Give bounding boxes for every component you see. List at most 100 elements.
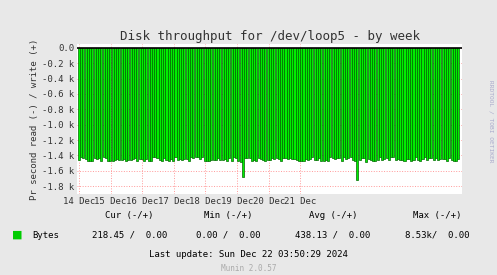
Bar [321,48,323,161]
Bar [102,48,105,157]
Bar [374,48,376,161]
Bar [419,48,421,161]
Bar [397,48,399,159]
Bar [167,48,170,161]
Bar [365,48,367,161]
Bar [347,48,349,158]
Bar [446,48,448,161]
Bar [247,48,248,158]
Bar [217,48,219,158]
Bar [125,48,127,161]
Bar [150,48,152,161]
Bar [323,48,325,161]
Bar [327,48,329,161]
Bar [192,48,194,158]
Bar [453,48,455,161]
Bar [179,48,181,159]
Bar [118,48,120,160]
Bar [273,48,275,159]
Bar [368,48,370,159]
Bar [442,48,444,159]
Bar [244,48,246,158]
Bar [316,48,318,160]
Bar [305,48,307,159]
Bar [340,48,342,161]
Bar [188,48,190,161]
Bar [307,48,309,160]
Bar [444,48,446,159]
Bar [312,48,314,157]
Bar [127,48,129,160]
Bar [401,48,403,160]
Bar [222,48,224,160]
Bar [275,48,277,158]
Bar [105,48,107,158]
Bar [354,48,356,161]
Bar [197,48,199,158]
Text: 218.45 /  0.00: 218.45 / 0.00 [91,231,167,240]
Bar [215,48,217,160]
Bar [291,48,293,159]
Bar [224,48,226,159]
Bar [96,48,98,159]
Bar [174,48,176,157]
Bar [204,48,206,161]
Bar [300,48,302,161]
Bar [433,48,435,161]
Text: 438.13 /  0.00: 438.13 / 0.00 [295,231,371,240]
Bar [186,48,188,159]
Bar [377,48,379,160]
Bar [439,48,441,159]
Bar [199,48,201,159]
Bar [260,48,262,159]
Bar [78,48,80,160]
Bar [157,48,159,158]
Bar [257,48,259,158]
Text: Min (-/+): Min (-/+) [204,211,253,220]
Bar [152,48,154,157]
Text: 0.00 /  0.00: 0.00 / 0.00 [196,231,261,240]
Bar [145,48,147,159]
Bar [181,48,183,160]
Bar [87,48,89,161]
Bar [208,48,210,161]
Bar [338,48,340,158]
Bar [289,48,291,158]
Bar [154,48,156,157]
Bar [159,48,161,160]
Bar [100,48,102,161]
Bar [107,48,109,161]
Bar [298,48,300,161]
Bar [428,48,430,158]
Bar [282,48,284,158]
Text: Max (-/+): Max (-/+) [413,211,462,220]
Bar [388,48,390,160]
Bar [143,48,145,161]
Bar [278,48,280,160]
Bar [136,48,138,161]
Bar [266,48,268,160]
Bar [457,48,459,159]
Bar [89,48,91,161]
Bar [370,48,372,160]
Text: RRDTOOL / TOBI OETIKER: RRDTOOL / TOBI OETIKER [489,80,494,162]
Bar [395,48,397,160]
Bar [399,48,401,160]
Bar [238,48,240,161]
Bar [349,48,352,158]
Bar [284,48,287,158]
Bar [386,48,388,158]
Bar [390,48,392,157]
Bar [448,48,450,158]
Text: Avg (-/+): Avg (-/+) [309,211,357,220]
Bar [455,48,457,161]
Bar [296,48,298,160]
Bar [139,48,141,159]
Text: 8.53k/  0.00: 8.53k/ 0.00 [405,231,470,240]
Bar [213,48,215,160]
Bar [280,48,282,161]
Bar [183,48,185,159]
Bar [325,48,327,160]
Bar [381,48,383,160]
Bar [264,48,266,161]
